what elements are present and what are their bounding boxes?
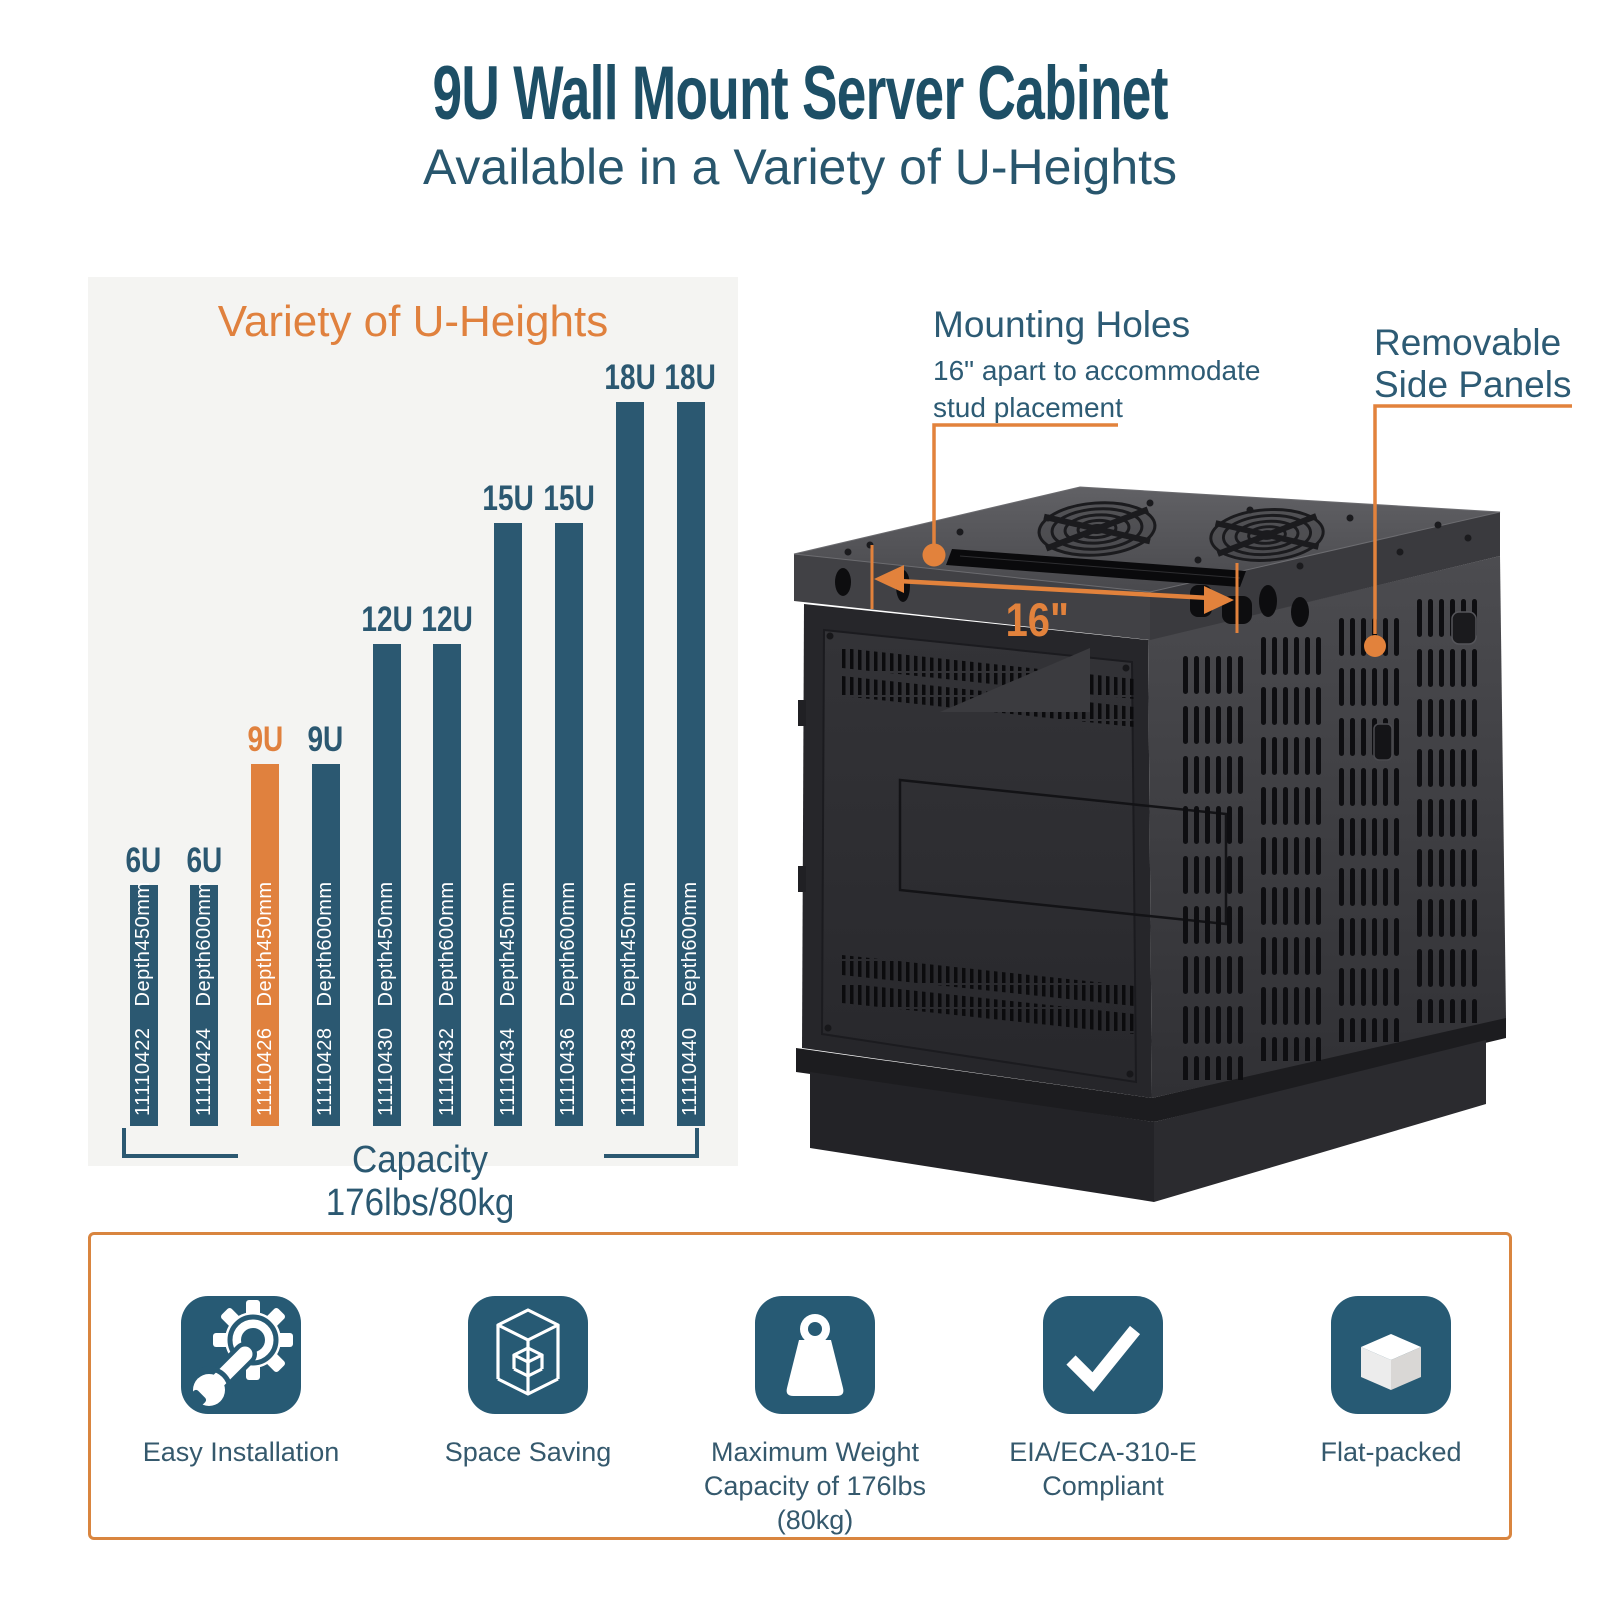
feature-label: Easy Installation <box>142 1437 340 1467</box>
flat-box-icon <box>1331 1296 1451 1414</box>
features-box: Easy Installation Space Saving Maximum W… <box>88 1232 1512 1540</box>
bar: 11110436 Depth600mm <box>554 523 583 1126</box>
bar-u-height-label: 12U <box>360 600 413 639</box>
mounting-holes-description: 16" apart to accommodate stud placement <box>933 352 1260 426</box>
bar: 11110432 Depth600mm <box>433 644 462 1126</box>
bar-u-height-label: 15U <box>543 479 595 518</box>
cabinet-back-door <box>820 628 1138 1084</box>
bar-u-height-label: 18U <box>664 358 717 397</box>
feature-item: Maximum Weight Capacity of 176lbs (80kg) <box>692 1235 938 1535</box>
chart-title: Variety of U-Heights <box>217 297 609 346</box>
bar-u-height-label: 9U <box>307 720 344 759</box>
u-heights-chart: Variety of U-Heights 11110422 Depth450mm… <box>88 277 738 1224</box>
mounting-holes-desc-line1: 16" apart to accommodate <box>933 355 1261 386</box>
cabinet-top-rim-right <box>1150 512 1500 640</box>
feature-label: Flat-packed <box>1320 1437 1462 1467</box>
feature-item: Easy Installation <box>118 1235 364 1531</box>
feature-item: Space Saving <box>405 1235 651 1531</box>
cabinet-base-ledge <box>796 1016 1506 1122</box>
capacity-label: Capacity 176lbs/80kg <box>325 1139 515 1224</box>
wrench-gear-icon <box>181 1296 301 1414</box>
cabinet-plinth-front <box>810 1072 1154 1202</box>
cable-knockout-panel <box>898 778 1228 926</box>
bar: 11110424 Depth600mm <box>190 881 219 1126</box>
page-title: 9U Wall Mount Server Cabinet <box>432 51 1168 136</box>
feature-label: Maximum Weight Capacity of 176lbs (80kg) <box>703 1437 927 1535</box>
bar: 11110440 Depth600mm <box>676 402 705 1126</box>
bar-u-height-label: 12U <box>421 600 474 639</box>
bar-u-height-label: 6U <box>186 841 223 880</box>
bar: 11110422 Depth450mm <box>129 881 158 1126</box>
mounting-holes-desc-line2: stud placement <box>933 392 1123 423</box>
side-panel-latch <box>1451 611 1477 645</box>
checkmark-icon <box>1043 1296 1163 1414</box>
feature-item: EIA/ECA-310-E Compliant <box>980 1235 1226 1531</box>
bar-u-height-label: 15U <box>482 479 534 518</box>
cabinet-top-rim-left <box>794 554 1150 640</box>
mounting-holes-callout-dot <box>922 543 946 567</box>
mounting-holes-callout-line <box>932 423 1118 544</box>
side-panel-lock <box>1373 723 1393 761</box>
weight-icon <box>755 1296 875 1414</box>
back-panel-sheen <box>940 648 1090 712</box>
cabinet-top-face <box>793 486 1501 593</box>
feature-item: Flat-packed <box>1268 1235 1514 1531</box>
side-panels-line2: Side Panels <box>1374 364 1572 405</box>
removable-side-panels-label: Removable Side Panels <box>1374 322 1571 406</box>
bar-u-height-label: 9U <box>247 720 283 759</box>
cabinet-plinth-side <box>1154 1040 1486 1202</box>
side-panels-callout-line <box>1373 404 1572 634</box>
feature-label: Space Saving <box>444 1437 612 1467</box>
top-screws <box>844 499 1472 570</box>
cabinet-back-panel <box>802 604 1152 1098</box>
side-panels-callout-dot <box>1364 635 1386 657</box>
cube-outline-icon <box>468 1296 588 1414</box>
cabinet-side-panel <box>1148 556 1506 1098</box>
bar: 11110434 Depth450mm <box>494 523 523 1126</box>
side-panels-line1: Removable <box>1374 322 1562 363</box>
capacity-bracket <box>122 1128 699 1158</box>
bar: 11110438 Depth450mm <box>615 402 644 1126</box>
dimension-label: 16" <box>1005 593 1069 646</box>
bar: 11110430 Depth450mm <box>372 644 401 1126</box>
feature-label: EIA/ECA-310-E Compliant <box>1009 1437 1197 1501</box>
mounting-holes-title: Mounting Holes <box>933 304 1191 345</box>
page-subtitle: Available in a Variety of U-Heights <box>422 139 1178 195</box>
bar: 11110426 Depth450mm <box>251 764 280 1126</box>
bar-u-height-label: 6U <box>125 841 162 880</box>
bar-u-height-label: 18U <box>604 358 656 397</box>
bar: 11110428 Depth600mm <box>311 764 340 1126</box>
brush-strip <box>946 549 1246 587</box>
bar-group: 11110422 Depth450mm 6U 11110424 Depth600mm… <box>88 277 738 1166</box>
